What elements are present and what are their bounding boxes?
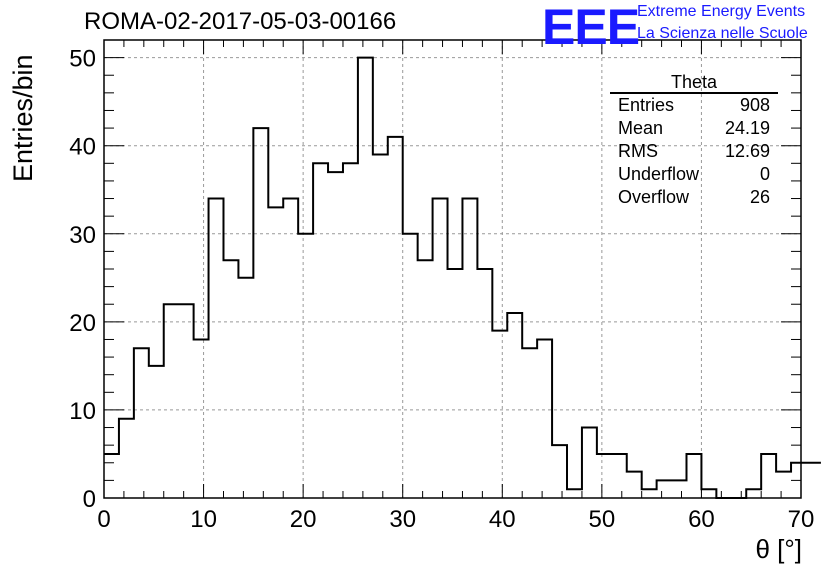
- stats-label: Overflow: [618, 187, 690, 207]
- x-tick-label: 20: [290, 506, 317, 533]
- stats-value: 24.19: [724, 118, 770, 138]
- logo-line-2: La Scienza nelle Scuole: [637, 25, 808, 42]
- stats-label: Underflow: [618, 164, 700, 184]
- stats-value: 12.69: [724, 141, 770, 161]
- stats-title: Theta: [610, 72, 778, 94]
- x-tick-label: 10: [190, 506, 217, 533]
- stats-value: 908: [739, 95, 770, 115]
- stats-label: RMS: [618, 141, 658, 161]
- y-tick-label: 10: [69, 398, 96, 425]
- y-axis-label: Entries/bin: [8, 54, 38, 182]
- stats-value: 0: [759, 164, 770, 184]
- x-tick-label: 70: [788, 506, 815, 533]
- stats-row-mean: Mean 24.19: [610, 117, 778, 140]
- x-tick-label: 60: [688, 506, 715, 533]
- grid-lines: [104, 40, 801, 498]
- x-tick-label: 0: [97, 506, 110, 533]
- chart-title: ROMA-02-2017-05-03-00166: [84, 8, 397, 35]
- stats-row-overflow: Overflow 26: [610, 186, 778, 209]
- tick-labels: 0 10 20 30 40 50 60 70 0 10 20 30 40 50: [69, 46, 814, 533]
- y-tick-label: 0: [83, 486, 96, 513]
- stats-row-rms: RMS 12.69: [610, 140, 778, 163]
- stats-row-entries: Entries 908: [610, 94, 778, 117]
- stats-row-underflow: Underflow 0: [610, 163, 778, 186]
- x-tick-label: 30: [389, 506, 416, 533]
- x-tick-label: 50: [589, 506, 616, 533]
- y-tick-label: 20: [69, 310, 96, 337]
- histogram-line: [104, 56, 821, 499]
- y-tick-label: 30: [69, 222, 96, 249]
- stats-label: Entries: [618, 95, 675, 115]
- logo-line-1: Extreme Energy Events: [637, 3, 806, 20]
- axis-ticks: [103, 39, 802, 499]
- stats-label: Mean: [618, 118, 664, 138]
- stats-box: Theta Entries 908 Mean 24.19 RMS 12.69 U…: [610, 72, 778, 209]
- y-tick-label: 40: [69, 134, 96, 161]
- x-axis-label: θ [°]: [755, 534, 802, 564]
- y-tick-label: 50: [69, 46, 96, 73]
- eee-logo: EEE: [542, 0, 640, 55]
- x-tick-label: 40: [489, 506, 516, 533]
- stats-value: 26: [749, 187, 770, 207]
